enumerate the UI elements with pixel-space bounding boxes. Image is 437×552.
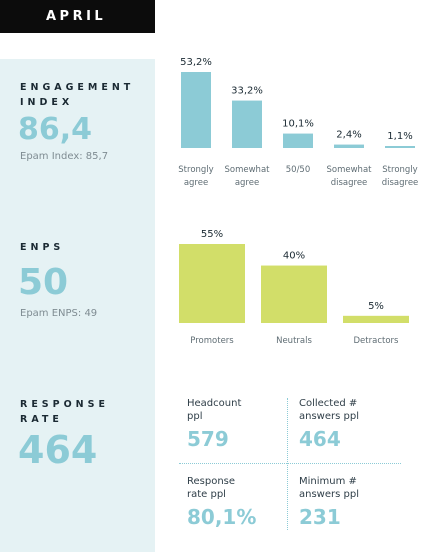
engagement-chart: 53,2% Strongly agree 33,2% Somewhat agree 10,1…: [178, 57, 419, 188]
bar-value-label-0: 55%: [201, 229, 223, 240]
bar-value-label-1: 33,2%: [231, 86, 263, 97]
enps-chart: 55% Promoters 40% Neutrals 5% Detractors: [179, 229, 409, 346]
minimum-answers-value: 231: [299, 505, 341, 529]
collected-answers-cell: Collected # answers ppl 464: [299, 397, 409, 451]
minimum-answers-label-line2: answers ppl: [299, 489, 359, 500]
category-label-0-0: Promoters: [190, 336, 234, 346]
category-label-2-0: Detractors: [354, 336, 400, 346]
minimum-answers-label-line1: Minimum #: [299, 476, 357, 487]
category-label-1-1: agree: [235, 178, 259, 188]
bar-value-label-2: 5%: [368, 301, 384, 312]
bar-value-label-1: 40%: [283, 251, 305, 262]
category-label-4-1: disagree: [382, 178, 419, 188]
response-rate-cell-label: Response rate ppl: [187, 475, 297, 501]
bar-2: [343, 315, 409, 323]
response-grid-divider-vertical: [287, 398, 288, 530]
bar-3: [334, 144, 364, 148]
category-label-2-0: 50/50: [286, 165, 311, 175]
bar-value-label-4: 1,1%: [387, 131, 412, 142]
collected-answers-label: Collected # answers ppl: [299, 397, 409, 423]
bar-value-label-0: 53,2%: [180, 57, 212, 68]
enps-benchmark: Epam ENPS: 49: [20, 308, 98, 319]
response-rate-value: 464: [18, 428, 98, 472]
response-rate-title-line2: RATE: [20, 414, 63, 425]
headcount-value: 579: [187, 427, 229, 451]
response-grid-divider-horizontal: [179, 463, 401, 464]
sidebar-panel: [0, 59, 155, 552]
category-label-1-0: Somewhat: [225, 165, 271, 175]
collected-answers-value: 464: [299, 427, 341, 451]
bar-1: [261, 265, 327, 323]
enps-title: ENPS: [20, 242, 65, 253]
engagement-title: ENGAGEMENT INDEX: [20, 80, 150, 110]
bar-0: [179, 244, 245, 323]
response-rate-cell-label-line2: rate ppl: [187, 489, 226, 500]
month-label: APRIL: [46, 9, 107, 24]
minimum-answers-cell: Minimum # answers ppl 231: [299, 475, 409, 529]
category-label-0-1: agree: [184, 178, 208, 188]
response-rate-title-line1: RESPONSE: [20, 399, 109, 410]
headcount-label-line2: ppl: [187, 411, 203, 422]
engagement-benchmark: Epam Index: 85,7: [20, 151, 109, 162]
bar-0: [181, 72, 211, 148]
bar-4: [385, 146, 415, 148]
headcount-cell: Headcount ppl 579: [187, 397, 297, 451]
bar-value-label-3: 2,4%: [336, 130, 361, 141]
month-banner: APRIL: [0, 0, 155, 33]
bar-value-label-2: 10,1%: [282, 119, 314, 130]
response-rate-title: RESPONSE RATE: [20, 397, 150, 427]
bar-2: [283, 133, 313, 148]
response-rate-cell-label-line1: Response: [187, 476, 236, 487]
collected-answers-label-line2: answers ppl: [299, 411, 359, 422]
engagement-title-line2: INDEX: [20, 97, 74, 108]
minimum-answers-label: Minimum # answers ppl: [299, 475, 409, 501]
response-rate-cell: Response rate ppl 80,1%: [187, 475, 297, 529]
category-label-4-0: Strongly: [382, 165, 417, 175]
category-label-1-0: Neutrals: [276, 336, 312, 346]
engagement-title-line1: ENGAGEMENT: [20, 82, 135, 93]
engagement-value: 86,4: [18, 112, 93, 147]
response-rate-cell-value: 80,1%: [187, 505, 257, 529]
category-label-3-1: disagree: [331, 178, 368, 188]
headcount-label: Headcount ppl: [187, 397, 297, 423]
collected-answers-label-line1: Collected #: [299, 398, 358, 409]
category-label-3-0: Somewhat: [327, 165, 373, 175]
headcount-label-line1: Headcount: [187, 398, 242, 409]
category-label-0-0: Strongly: [178, 165, 213, 175]
bar-1: [232, 100, 262, 148]
enps-value: 50: [18, 262, 69, 303]
